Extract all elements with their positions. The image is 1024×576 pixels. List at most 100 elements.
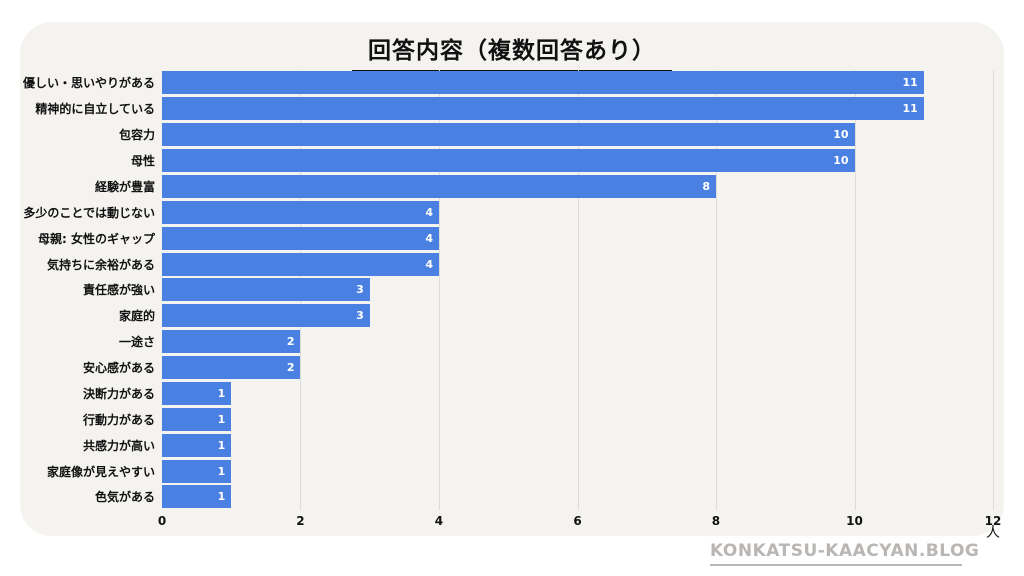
x-axis-tick-label: 0 [157,514,167,528]
x-axis-tick-label: 8 [711,514,721,528]
bar-track: 4 [162,251,993,277]
category-label: 母親: 女性のギャップ [38,231,155,246]
gridline [715,70,717,510]
category-label: 精神的に自立している [35,102,155,117]
bar-value-label: 2 [286,361,295,375]
bar-value-label: 3 [356,283,364,297]
bar-value-label: 3 [356,309,364,323]
category-label: 行動力がある [82,412,155,427]
bar-track: 11 [162,70,993,96]
gridline [438,70,440,510]
bar-row: 家庭像が見えやすい 1 [20,458,993,484]
bar-value-label: 11 [902,102,918,116]
bar-value-label: 4 [425,257,433,271]
bar: 11 [162,97,924,121]
bar-track: 10 [162,122,993,148]
bar-value-label: 10 [833,128,849,142]
bar-row: 母性 10 [20,148,993,174]
bar: 1 [162,381,232,405]
title-wrap: 回答内容（複数回答あり） [20,31,1004,73]
category-label: 経験が豊富 [94,179,155,194]
x-axis-tick-label: 12 [984,514,1002,528]
x-axis: 人 0 2 4 6 8 10 12 [158,514,1002,541]
category-label: 母性 [130,154,155,169]
bar-track: 3 [162,277,993,303]
bar-track: 3 [162,303,993,329]
bar-value-label: 11 [902,76,918,90]
bar: 4 [162,226,439,250]
bar-value-label: 4 [425,231,433,245]
category-label: 安心感がある [82,361,155,376]
bar-row: 責任感が強い 3 [20,277,993,303]
bar-row: 色気がある 1 [20,484,993,510]
x-axis-tick-label: 10 [846,514,863,528]
category-label: 一途さ [118,335,155,350]
bar: 1 [162,485,232,509]
bars-container: 優しい・思いやりがある 11 精神的に自立している 11 包容力 10 母性 10 経験が豊富 8… [20,70,993,510]
bar-row: 経験が豊富 8 [20,174,993,200]
bar: 3 [162,304,370,328]
bar: 4 [162,252,439,276]
bar: 1 [162,459,232,483]
bar-track: 2 [162,355,993,381]
category-label: 多少のことでは動じない [23,205,155,220]
gridline [993,70,994,510]
bar-row: 一途さ 2 [20,329,993,355]
bar-track: 11 [162,96,993,122]
bar-row: 家庭的 3 [20,303,993,329]
bar-value-label: 1 [217,464,226,478]
x-axis-tick-label: 2 [296,514,305,528]
bar-row: 精神的に自立している 11 [20,96,993,122]
x-axis-tick-label: 6 [573,514,582,528]
x-axis-tick-label: 4 [434,514,444,528]
bar: 2 [162,356,301,380]
bar: 11 [162,71,924,95]
bar-track: 1 [162,406,993,432]
bar-value-label: 1 [217,438,226,452]
bar-track: 8 [162,174,993,200]
bar-row: 包容力 10 [20,122,993,148]
bar-row: 行動力がある 1 [20,406,993,432]
bar-value-label: 4 [425,205,433,219]
gridline [854,70,856,510]
bar-track: 1 [162,381,993,407]
bar-row: 共感力が高い 1 [20,432,993,458]
category-label: 優しい・思いやりがある [22,76,155,91]
bar-value-label: 1 [217,386,226,400]
bar: 8 [162,174,716,198]
bar-row: 優しい・思いやりがある 11 [20,70,993,96]
gridline [577,70,579,510]
category-label: 決断力がある [82,386,155,401]
bar-row: 気持ちに余裕がある 4 [20,251,993,277]
chart-card: 回答内容（複数回答あり） 優しい・思いやりがある 11 精神的に自立している 11 包容… [20,22,1004,541]
category-label: 責任感が強い [82,283,155,298]
bar: 4 [162,200,439,224]
chart-title: 回答内容（複数回答あり） [352,31,672,73]
bar-row: 母親: 女性のギャップ 4 [20,225,993,251]
category-label: 包容力 [118,128,155,143]
bar: 1 [162,407,232,431]
bar-value-label: 1 [217,412,226,426]
bar: 1 [162,433,232,457]
category-label: 家庭的 [118,309,155,324]
bar-value-label: 10 [833,154,849,168]
bar-track: 4 [162,225,993,251]
bar-track: 10 [162,148,993,174]
category-label: 気持ちに余裕がある [46,257,155,272]
bar: 3 [162,278,370,302]
bar-value-label: 8 [702,179,710,193]
watermark: KONKATSU-KAACYAN.BLOG [710,541,979,566]
category-label: 色気がある [94,490,155,505]
bar-track: 2 [162,329,993,355]
bar-row: 安心感がある 2 [20,355,993,381]
bar-track: 1 [162,432,993,458]
bar: 2 [162,330,301,354]
bar-track: 4 [162,199,993,225]
bar-value-label: 2 [286,335,295,349]
bar-track: 1 [162,484,993,510]
bar-row: 多少のことでは動じない 4 [20,199,993,225]
bar-track: 1 [162,458,993,484]
bar-value-label: 1 [217,490,226,504]
bar: 10 [162,149,855,173]
